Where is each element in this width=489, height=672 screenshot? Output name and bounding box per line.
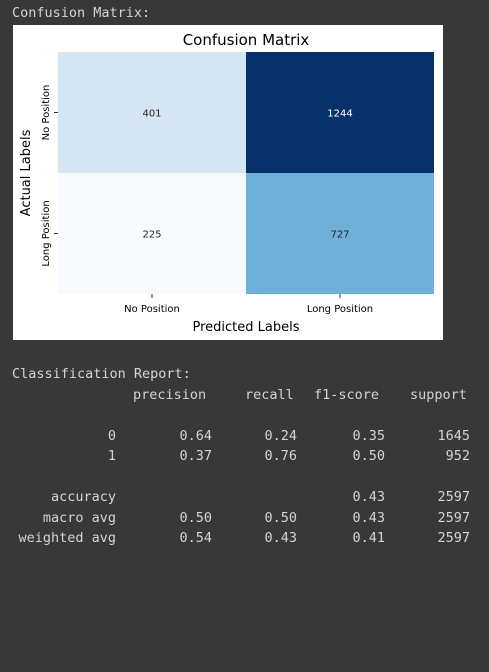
report-row: 0 0.64 0.24 0.35 1645 <box>12 426 482 447</box>
cell-value-label: 225 <box>142 230 161 241</box>
cell-value-label: 401 <box>142 109 161 120</box>
row-label: macro avg <box>42 509 116 526</box>
row-label: 0 <box>107 427 116 444</box>
report-title: Classification Report: <box>12 366 191 382</box>
row-support: 1645 <box>437 427 470 444</box>
row-support: 952 <box>445 448 470 464</box>
row-precision: 0.54 <box>179 530 212 546</box>
header-support: support <box>410 386 467 403</box>
y-tick-label: No Position <box>41 85 52 141</box>
row-label: 1 <box>107 448 116 464</box>
x-axis-label: Predicted Labels <box>192 320 299 335</box>
report-summary-row: macro avg 0.50 0.50 0.43 2597 <box>12 508 482 529</box>
row-precision: 0.37 <box>179 448 212 464</box>
report-row: 1 0.37 0.76 0.50 952 <box>12 446 482 467</box>
report-summary-row: weighted avg 0.54 0.43 0.41 2597 <box>12 528 482 549</box>
row-label: accuracy <box>50 489 116 505</box>
row-f1: 0.35 <box>352 427 385 444</box>
row-recall: 0.76 <box>264 448 297 464</box>
row-precision: 0.50 <box>179 509 212 526</box>
y-tick-label: Long Position <box>41 200 52 266</box>
x-tick-label: Long Position <box>307 304 373 315</box>
cell-value-label: 1244 <box>327 109 352 120</box>
row-recall: 0.24 <box>264 427 297 444</box>
header-f1-score: f1-score <box>314 386 380 403</box>
heatmap-cell <box>246 173 434 294</box>
row-recall: 0.43 <box>264 530 297 546</box>
report-header: precision recall f1-score support <box>12 385 482 406</box>
cell-value-label: 727 <box>330 230 349 241</box>
row-support: 2597 <box>437 509 470 526</box>
header-precision: precision <box>133 386 207 403</box>
confusion-matrix-chart: Confusion Matrix 401 1244 225 727 No Positi… <box>19 31 434 335</box>
row-precision: 0.64 <box>179 427 212 444</box>
chart-title: Confusion Matrix <box>183 31 310 49</box>
row-f1: 0.41 <box>352 530 385 546</box>
confusion-matrix-figure: Confusion Matrix 401 1244 225 727 No Positi… <box>13 25 443 340</box>
row-support: 2597 <box>437 530 470 546</box>
report-summary-row: accuracy 0.43 2597 <box>12 487 482 508</box>
row-support: 2597 <box>437 489 470 505</box>
heatmap-cell <box>246 52 434 173</box>
heatmap-cell <box>58 52 246 173</box>
row-label: weighted avg <box>18 530 116 546</box>
row-f1: 0.50 <box>352 448 385 464</box>
row-recall: 0.50 <box>264 509 297 526</box>
row-f1: 0.43 <box>352 509 385 526</box>
y-axis-label: Actual Labels <box>19 129 34 216</box>
confusion-matrix-output-label: Confusion Matrix: <box>12 5 151 21</box>
header-recall: recall <box>245 386 294 403</box>
x-tick-label: No Position <box>124 304 180 315</box>
row-f1: 0.43 <box>352 489 385 505</box>
heatmap-cell <box>58 173 246 294</box>
classification-report: Classification Report: precision recall … <box>12 364 482 549</box>
